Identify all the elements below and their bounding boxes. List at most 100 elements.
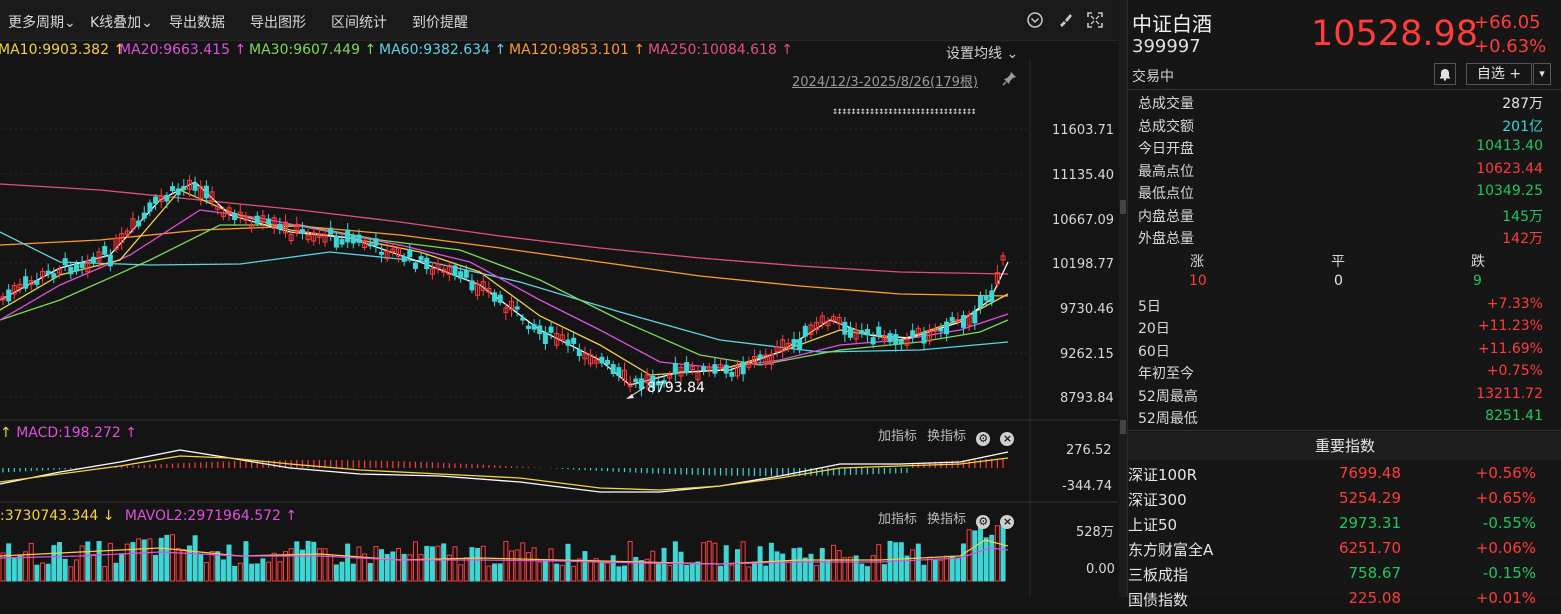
volume-bar	[932, 559, 938, 582]
candle-body	[842, 321, 848, 335]
index-row[interactable]: 深证300 5254.29 +0.65%	[1128, 489, 1536, 509]
candle-body	[961, 315, 966, 328]
candle-body	[819, 315, 825, 324]
switch-indicator-button[interactable]: 换指标	[927, 429, 967, 444]
volume-bar	[751, 561, 757, 582]
volume-bar	[661, 547, 667, 582]
close-icon[interactable]: ×	[1000, 432, 1015, 446]
index-row[interactable]: 深证100R 7699.48 +0.56%	[1128, 464, 1536, 484]
add-indicator-button[interactable]: 加指标	[878, 429, 918, 444]
breadth-flat-count: 0	[1334, 273, 1343, 289]
stat-row: 总成交额 201亿	[1138, 119, 1543, 135]
candle-body	[644, 374, 650, 384]
close-icon[interactable]: ×	[1000, 515, 1015, 529]
volume-bar	[181, 548, 187, 582]
candle-body	[774, 346, 780, 353]
volume-bar	[96, 540, 102, 582]
more-periods-menu[interactable]: 更多周期⌄	[8, 15, 76, 31]
candle-body	[424, 257, 430, 270]
candle-body	[158, 195, 164, 202]
volume-bar	[68, 566, 74, 582]
gear-icon[interactable]: ⚙	[976, 515, 991, 529]
switch-indicator-button[interactable]: 换指标	[927, 512, 967, 527]
candle-body	[407, 249, 413, 258]
volume-bar	[469, 547, 475, 582]
add-watchlist-button[interactable]: 自选 +	[1466, 63, 1532, 85]
volume-bar	[565, 543, 571, 582]
candle-body	[808, 324, 814, 335]
candle-body	[904, 338, 910, 346]
volume-bar	[339, 561, 345, 582]
candle-body	[503, 307, 509, 313]
candle-body	[68, 266, 74, 275]
volume-bar	[915, 543, 921, 582]
price-tick: 10667.09	[1052, 213, 1114, 228]
candle-body	[622, 369, 627, 382]
export-data-button[interactable]: 导出数据	[169, 15, 225, 31]
bell-icon[interactable]	[1434, 63, 1456, 85]
volume-bar	[164, 534, 170, 582]
volume-bar	[808, 553, 814, 582]
candle-body	[17, 283, 23, 289]
price-grid	[0, 128, 1030, 398]
date-range-label[interactable]: 2024/12/3-2025/8/26(179根)	[792, 75, 978, 90]
index-row[interactable]: 上证50 2973.31 -0.55%	[1128, 514, 1536, 534]
candle-body	[802, 325, 808, 337]
signal-marker-strip: ↕↕↕↕↕↕↕↕↕↕↕↕↕↕↕↕↕↕↕↕↕↕↕↕↕↕↕↕↕↕↕	[832, 106, 977, 117]
volume-bar	[548, 548, 554, 582]
volume-bar	[153, 554, 159, 582]
candle-body	[243, 215, 249, 221]
kline-overlay-menu[interactable]: K线叠加⌄	[90, 15, 153, 31]
candle-body	[198, 185, 204, 199]
ma-lines	[0, 181, 1009, 386]
volume-bar	[638, 560, 644, 582]
volume-bar	[695, 561, 701, 582]
volume-bar	[6, 543, 12, 582]
volume-bar	[944, 555, 950, 582]
circle-chevron-icon[interactable]	[1026, 11, 1044, 29]
candle-body	[164, 194, 170, 202]
volume-bar	[644, 558, 650, 582]
gear-icon[interactable]: ⚙	[976, 432, 991, 446]
volume-bar	[350, 563, 356, 582]
volume-bar	[825, 559, 831, 582]
candle-body	[689, 365, 695, 371]
index-code: 399997	[1132, 36, 1201, 57]
volume-bar	[684, 565, 690, 582]
price-tick: 10198.77	[1052, 257, 1114, 272]
pin-icon[interactable]	[1002, 70, 1018, 86]
ma30-line	[0, 224, 1009, 366]
volume-bar	[876, 544, 882, 582]
fullscreen-icon[interactable]	[1086, 11, 1104, 29]
candle-body	[785, 342, 791, 349]
ma-settings-button[interactable]: 设置均线 ⌄	[946, 46, 1019, 62]
kline-chart[interactable]: 11603.71 11135.40 10667.09 10198.77 9730…	[0, 60, 1118, 597]
price-tick: 9730.46	[1060, 302, 1114, 317]
chart-scrollbar[interactable]	[1119, 0, 1127, 597]
volume-bar	[763, 565, 769, 582]
dropdown-chevron-icon[interactable]: ▾	[1533, 63, 1551, 85]
volume-bar	[458, 564, 464, 582]
mavol1-value: :3730743.344 ↓	[0, 508, 115, 524]
candle-body	[876, 326, 882, 337]
index-row[interactable]: 国债指数 225.08 +0.01%	[1128, 589, 1536, 609]
candle-body	[283, 221, 288, 234]
volume-bar	[927, 556, 933, 582]
candle-body	[735, 365, 740, 377]
volume-bar	[463, 557, 469, 582]
volume-bar	[735, 549, 740, 582]
price-alert-button[interactable]: 到价提醒	[412, 15, 468, 31]
volume-bar	[294, 541, 300, 582]
add-indicator-button[interactable]: 加指标	[878, 512, 918, 527]
volume-bar	[757, 546, 763, 582]
volume-bar	[616, 566, 622, 582]
volume-bar	[345, 543, 351, 582]
volume-bar	[424, 545, 430, 582]
brush-icon[interactable]	[1056, 11, 1074, 29]
index-row[interactable]: 三板成指 758.67 -0.15%	[1128, 564, 1536, 584]
range-stats-button[interactable]: 区间统计	[331, 15, 387, 31]
volume-bar	[712, 542, 718, 582]
index-row[interactable]: 东方财富全A 6251.70 +0.06%	[1128, 539, 1536, 559]
candle-body	[571, 337, 577, 344]
export-image-button[interactable]: 导出图形	[250, 15, 306, 31]
